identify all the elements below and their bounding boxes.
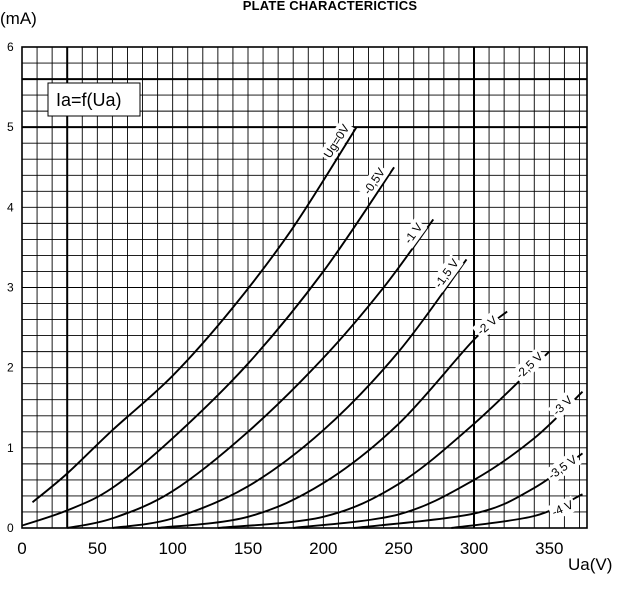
y-tick-label: 0 [7,521,14,535]
x-tick-label: 50 [88,539,107,558]
x-tick-label: 300 [460,539,488,558]
curve-line [31,126,358,504]
plot-frame [21,46,588,529]
x-tick-label: 250 [384,539,412,558]
y-ticks: 0 1 2 3 4 5 6 [7,40,14,535]
y-tick-label: 6 [7,40,14,54]
x-tick-label: 100 [158,539,186,558]
grid [21,46,588,529]
y-axis-label: (mA) [0,9,37,28]
curve-label-bg [318,119,355,163]
legend-box-frame [47,82,141,117]
curve-label: -1 V [399,218,428,249]
x-axis-label: Ua(V) [568,555,612,574]
curve-label: -2,5 V [510,347,548,384]
curve-label-bg [510,347,548,384]
x-ticks: 0 50 100 150 200 250 300 350 [17,539,563,558]
curve-line [21,166,395,527]
y-tick-label: 2 [7,361,14,375]
chart-title: PLATE CHARACTERICTICS [243,0,418,13]
y-tick-label: 5 [7,120,14,134]
curve-label-bg [547,390,578,421]
curve-label-bg [472,310,503,341]
x-tick-label: 200 [309,539,337,558]
curve-line [217,350,550,529]
legend-box-text: Ia=f(Ua) [56,90,122,110]
x-tick-label: 350 [535,539,563,558]
curve-label-bg [429,254,464,293]
curve-line [112,258,468,529]
curve-label-bg [547,495,578,521]
curve-label-bg [399,218,428,249]
legend-box: Ia=f(Ua) [47,82,141,117]
x-tick-label: 0 [17,539,26,558]
curve-label-text: -3,5 V [545,452,579,482]
curve-labels: Ug=0V-0,5V-1 V-1,5 V-2 V-2,5 V-3 V-3,5 V… [318,119,582,521]
x-tick-label: 150 [234,539,262,558]
curve-line [293,391,584,529]
curve-label-bg [543,450,582,485]
curves [21,126,584,529]
curve-line [67,218,435,529]
y-tick-label: 3 [7,281,14,295]
y-tick-label: 1 [7,441,14,455]
curve-label: -1,5 V [429,254,464,293]
curve-label: -4 V [547,495,578,521]
y-tick-label: 4 [7,200,14,214]
curve-line [157,310,508,529]
curve-label-bg [358,163,390,200]
